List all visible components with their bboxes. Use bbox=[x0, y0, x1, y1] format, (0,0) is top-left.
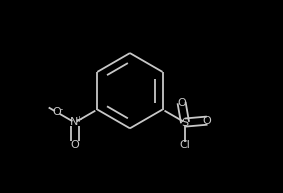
Text: N: N bbox=[70, 117, 78, 127]
Text: O: O bbox=[70, 140, 79, 150]
Text: Cl: Cl bbox=[180, 140, 190, 150]
Text: O: O bbox=[203, 116, 212, 126]
Text: -: - bbox=[59, 105, 63, 114]
Text: O: O bbox=[177, 98, 186, 108]
Text: S: S bbox=[181, 118, 189, 128]
Text: +: + bbox=[75, 115, 82, 124]
Text: O: O bbox=[53, 108, 62, 117]
